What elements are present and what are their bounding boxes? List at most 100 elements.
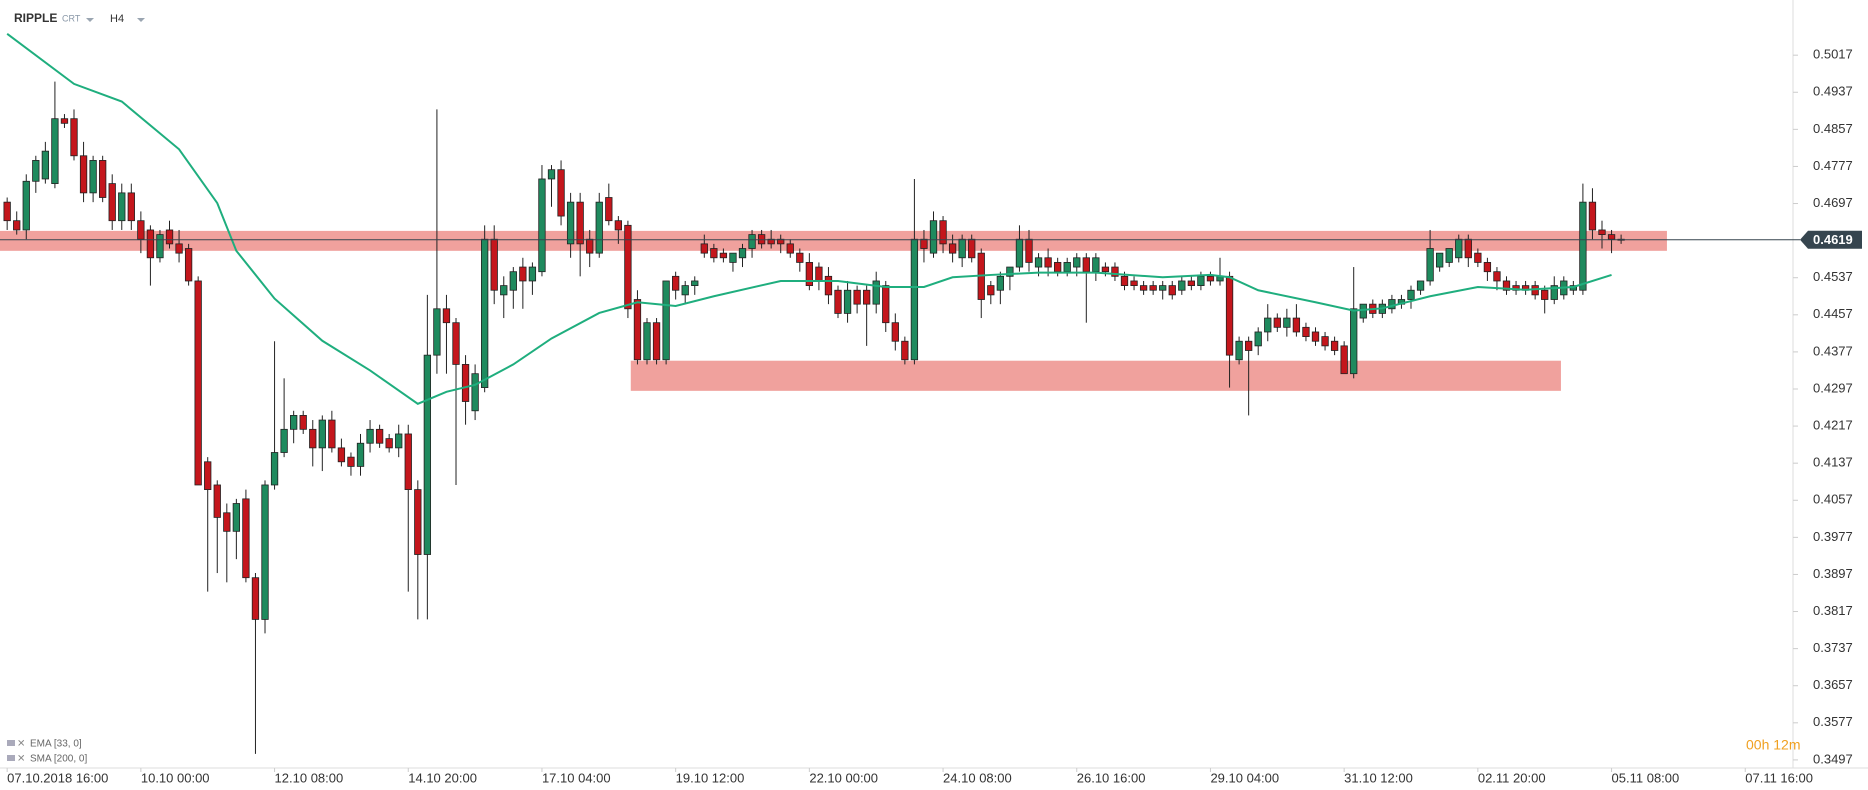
candle-body bbox=[404, 433, 412, 490]
interval[interactable]: H4 bbox=[110, 13, 124, 25]
x-tick-label: 02.11 20:00 bbox=[1478, 770, 1546, 785]
candle-body bbox=[1292, 317, 1301, 333]
y-tick-label: 0.4777 bbox=[1813, 158, 1853, 173]
candle-body bbox=[1607, 234, 1616, 240]
candle-body bbox=[1464, 238, 1472, 259]
x-tick-label: 10.10 00:00 bbox=[141, 770, 210, 785]
candle-body bbox=[662, 280, 670, 361]
candle-body bbox=[1054, 262, 1062, 273]
candle-body bbox=[366, 428, 374, 444]
indicator-line bbox=[6, 33, 1612, 405]
y-tick-label: 0.4857 bbox=[1813, 121, 1853, 136]
candle-body bbox=[1101, 266, 1110, 273]
candle-body bbox=[958, 238, 966, 259]
x-tick-label: 07.11 16:00 bbox=[1745, 770, 1813, 785]
candle-body bbox=[729, 252, 737, 263]
candle-body bbox=[41, 150, 50, 180]
candle-body bbox=[748, 234, 756, 249]
candle-body bbox=[968, 238, 976, 259]
candle-body bbox=[1502, 280, 1511, 291]
candle-body bbox=[863, 289, 871, 305]
indicator-icon[interactable] bbox=[7, 755, 15, 761]
indicator-name: EMA [33, 0] bbox=[30, 739, 82, 750]
candle-body bbox=[1273, 317, 1281, 328]
candle-body bbox=[576, 201, 584, 245]
candle-body bbox=[1120, 275, 1129, 286]
x-tick-label: 14.10 20:00 bbox=[408, 770, 477, 785]
price-zone bbox=[630, 360, 1561, 391]
candle-body bbox=[815, 266, 823, 282]
candle-body bbox=[146, 229, 155, 259]
candle-body bbox=[1034, 257, 1043, 268]
candle-body bbox=[500, 285, 508, 296]
candle-body bbox=[1455, 238, 1463, 259]
candle-body bbox=[853, 289, 861, 305]
y-tick-label: 0.5017 bbox=[1813, 47, 1853, 62]
y-tick-label: 0.4537 bbox=[1813, 269, 1853, 284]
candle-body bbox=[1254, 331, 1262, 347]
candle-body bbox=[834, 289, 842, 314]
candle-body bbox=[1407, 289, 1415, 300]
candle-body bbox=[1025, 238, 1033, 263]
symbol[interactable]: RIPPLE bbox=[14, 11, 57, 25]
candle-body bbox=[318, 419, 326, 449]
candle-body bbox=[1264, 317, 1272, 333]
chart-style[interactable]: CRT bbox=[62, 13, 81, 23]
remove-icon[interactable]: ✕ bbox=[17, 754, 25, 765]
candle-body bbox=[1149, 285, 1157, 291]
candle-body bbox=[595, 201, 603, 254]
candle-body bbox=[1092, 257, 1100, 273]
candle-body bbox=[948, 243, 957, 254]
candle-body bbox=[1445, 248, 1453, 263]
candle-body bbox=[509, 271, 517, 291]
candle-body bbox=[1541, 289, 1549, 300]
candle-body bbox=[624, 224, 632, 310]
candle-countdown: 00h 12m bbox=[1746, 737, 1800, 753]
candle-body bbox=[910, 238, 919, 361]
candle-body bbox=[1330, 340, 1339, 351]
candle-body bbox=[60, 118, 69, 124]
candle-body bbox=[223, 512, 231, 532]
candle-body bbox=[1512, 285, 1520, 291]
x-tick-label: 05.11 08:00 bbox=[1612, 770, 1680, 785]
candle-body bbox=[356, 442, 365, 467]
candle-body bbox=[481, 238, 489, 388]
remove-icon[interactable]: ✕ bbox=[17, 739, 25, 750]
candle-body bbox=[242, 498, 250, 579]
candle-body bbox=[996, 275, 1005, 291]
candle-body bbox=[700, 243, 708, 254]
candle-body bbox=[643, 322, 651, 361]
candle-body bbox=[118, 192, 126, 222]
candle-body bbox=[184, 248, 193, 282]
candle-body bbox=[461, 364, 470, 402]
candle-body bbox=[70, 118, 78, 157]
candle-body bbox=[652, 322, 661, 361]
candle-body bbox=[1225, 275, 1234, 356]
candle-body bbox=[719, 252, 728, 259]
zones bbox=[0, 230, 1667, 391]
indicator-icon[interactable] bbox=[7, 740, 15, 746]
candle-body bbox=[204, 461, 212, 491]
y-tick-label: 0.4217 bbox=[1813, 418, 1853, 433]
candle-body bbox=[299, 415, 307, 430]
candle-body bbox=[824, 275, 833, 296]
candle-body bbox=[1598, 229, 1606, 236]
candle-body bbox=[127, 192, 135, 222]
dropdown-caret[interactable] bbox=[86, 18, 94, 22]
candle-body bbox=[51, 118, 59, 184]
x-tick-label: 19.10 12:00 bbox=[676, 770, 745, 785]
dropdown-caret[interactable] bbox=[137, 18, 145, 22]
candle-body bbox=[1302, 326, 1310, 337]
candle-body bbox=[156, 234, 164, 259]
y-tick-label: 0.3897 bbox=[1813, 566, 1853, 581]
candle-body bbox=[557, 169, 565, 217]
candle-body bbox=[13, 220, 21, 231]
overlay: 0.4619 bbox=[0, 33, 1862, 405]
x-tick-label: 12.10 08:00 bbox=[275, 770, 344, 785]
y-tick-label: 0.4937 bbox=[1813, 84, 1853, 99]
candle-body bbox=[633, 299, 642, 361]
y-tick-label: 0.4697 bbox=[1813, 195, 1853, 210]
candle-body bbox=[1245, 340, 1253, 351]
candle-body bbox=[796, 252, 804, 263]
